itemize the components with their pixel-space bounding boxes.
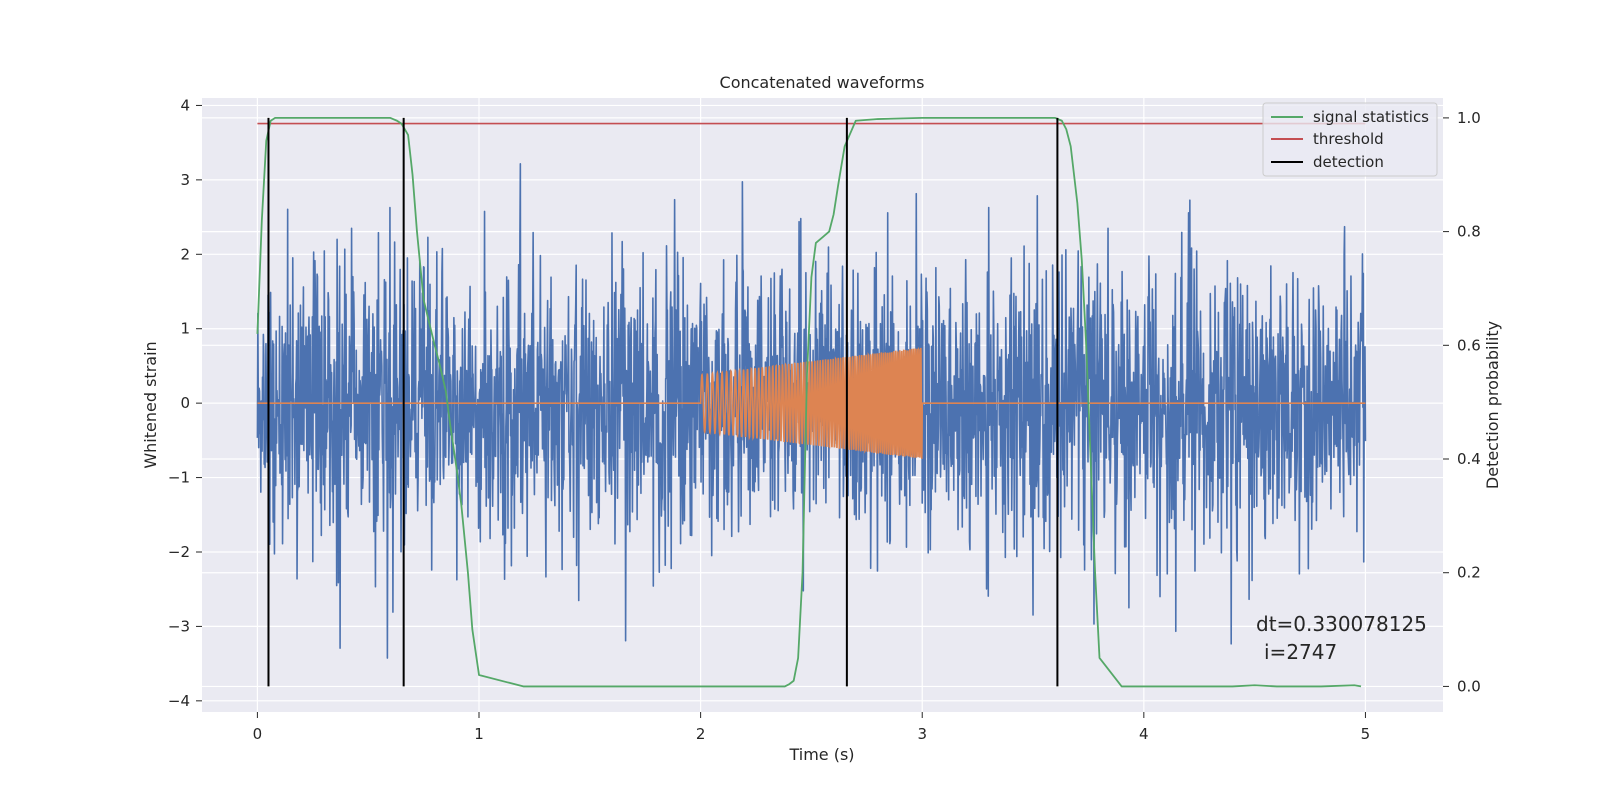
y2-tick-label: 0.6 [1457,336,1481,354]
x-tick-label: 0 [253,725,263,743]
y-axis-title: Whitened strain [141,341,160,468]
annotation-dt: dt=0.330078125 [1256,612,1427,636]
x-axis-title: Time (s) [788,745,854,764]
y-tick-label: 4 [180,96,190,114]
x-tick-label: 5 [1361,725,1371,743]
y-tick-label: −1 [168,469,190,487]
x-tick-label: 3 [917,725,927,743]
x-tick-label: 2 [696,725,706,743]
legend: signal statistics threshold detection [1262,102,1438,177]
y2-axis-title: Detection probability [1483,321,1502,489]
y2-tick-label: 0.0 [1457,677,1481,695]
y2-tick-label: 0.8 [1457,223,1481,241]
chart-title: Concatenated waveforms [720,73,925,92]
y-tick-label: 0 [180,394,190,412]
legend-label-signal-statistics: signal statistics [1313,108,1429,126]
series-injected-waveform [257,346,1366,459]
y2-tick-label: 0.4 [1457,450,1481,468]
y2-tick-label: 0.2 [1457,564,1481,582]
annotation-i: i=2747 [1264,640,1337,664]
y-tick-label: 3 [180,171,190,189]
legend-label-detection: detection [1313,153,1384,171]
y-tick-label: 1 [180,320,190,338]
axes: 0 1 2 3 4 5 −4 −3 −2 −1 0 1 2 3 4 0.0 0.2 0.4 0.6 0.8 1.0 [168,96,1481,743]
y-tick-label: −3 [168,617,190,635]
y2-tick-label: 1.0 [1457,109,1481,127]
y-tick-label: −4 [168,692,190,710]
legend-label-threshold: threshold [1313,130,1384,148]
data-layer [256,117,1367,688]
x-tick-label: 4 [1139,725,1149,743]
legend-box [1262,102,1438,177]
y-tick-label: −2 [168,543,190,561]
y-tick-label: 2 [180,245,190,263]
x-tick-label: 1 [474,725,484,743]
series-signal-statistics [256,117,1362,688]
